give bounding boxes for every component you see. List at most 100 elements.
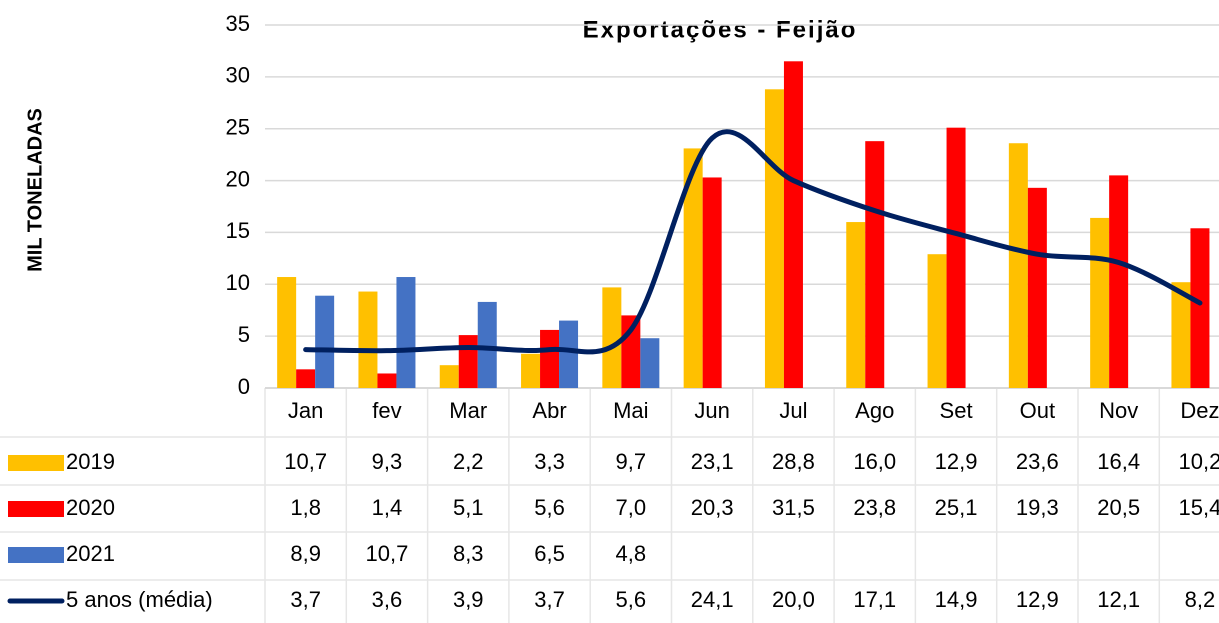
table-value: 23,6 — [1016, 449, 1059, 474]
table-value: 15,4 — [1179, 495, 1219, 520]
bar — [1190, 228, 1210, 388]
y-tick-label: 30 — [226, 63, 250, 88]
bar — [296, 369, 316, 388]
bar — [640, 338, 660, 388]
bar — [946, 127, 966, 389]
bar — [1027, 187, 1047, 388]
table-value: 3,6 — [372, 587, 403, 612]
legend-label: 2019 — [66, 449, 115, 474]
table-value: 9,7 — [616, 449, 647, 474]
table-value: 5,6 — [616, 587, 647, 612]
table-value: 23,8 — [853, 495, 896, 520]
bar — [764, 89, 784, 388]
table-value: 28,8 — [772, 449, 815, 474]
bar — [1171, 282, 1191, 388]
bar — [521, 353, 541, 388]
table-value: 25,1 — [935, 495, 978, 520]
x-tick-label: Ago — [855, 398, 894, 423]
table-value: 12,9 — [1016, 587, 1059, 612]
table-value: 23,1 — [691, 449, 734, 474]
x-tick-label: Jan — [288, 398, 323, 423]
table-value: 12,1 — [1097, 587, 1140, 612]
table-value: 1,8 — [290, 495, 321, 520]
table-value: 3,7 — [534, 587, 565, 612]
y-tick-label: 0 — [238, 374, 250, 399]
y-tick-label: 25 — [226, 115, 250, 140]
table-value: 2,2 — [453, 449, 484, 474]
table-value: 16,0 — [853, 449, 896, 474]
table-value: 19,3 — [1016, 495, 1059, 520]
bar — [377, 373, 397, 388]
legend-swatch — [8, 455, 64, 471]
bar — [1090, 217, 1110, 388]
table-value: 10,7 — [284, 449, 327, 474]
table-value: 6,5 — [534, 541, 565, 566]
table-value: 9,3 — [372, 449, 403, 474]
bar — [315, 295, 335, 388]
bar — [865, 141, 885, 388]
bar — [477, 301, 497, 388]
bar — [1008, 143, 1028, 388]
table-value: 16,4 — [1097, 449, 1140, 474]
table-value: 20,3 — [691, 495, 734, 520]
bar — [702, 177, 722, 388]
x-tick-label: fev — [372, 398, 401, 423]
legend-swatch — [8, 547, 64, 563]
bar — [1109, 175, 1129, 388]
bar — [927, 254, 947, 388]
x-tick-label: Set — [940, 398, 973, 423]
x-tick-label: Jun — [694, 398, 729, 423]
x-tick-label: Out — [1020, 398, 1055, 423]
bar — [439, 365, 459, 388]
legend-label: 2021 — [66, 541, 115, 566]
bar — [540, 329, 560, 388]
table-value: 20,0 — [772, 587, 815, 612]
table-value: 3,3 — [534, 449, 565, 474]
table-value: 8,2 — [1185, 587, 1216, 612]
bar — [783, 61, 803, 389]
legend-swatch — [8, 501, 64, 517]
bar — [396, 277, 416, 388]
bar — [846, 222, 866, 388]
legend-label: 5 anos (média) — [66, 587, 213, 612]
bar — [277, 277, 297, 388]
table-value: 10,2 — [1179, 449, 1219, 474]
table-value: 17,1 — [853, 587, 896, 612]
table-value: 5,1 — [453, 495, 484, 520]
table-value: 3,9 — [453, 587, 484, 612]
y-axis-label: MIL TONELADAS — [24, 108, 46, 272]
chart-title: Exportações - Feijão — [583, 16, 858, 43]
bar — [458, 335, 478, 388]
legend-label: 2020 — [66, 495, 115, 520]
bar — [683, 148, 703, 388]
x-tick-label: Jul — [779, 398, 807, 423]
y-tick-label: 20 — [226, 166, 250, 191]
table-value: 31,5 — [772, 495, 815, 520]
table-value: 14,9 — [935, 587, 978, 612]
table-value: 24,1 — [691, 587, 734, 612]
table-value: 8,9 — [290, 541, 321, 566]
table-value: 3,7 — [290, 587, 321, 612]
x-tick-label: Mar — [449, 398, 487, 423]
table-value: 8,3 — [453, 541, 484, 566]
y-tick-label: 10 — [226, 270, 250, 295]
y-tick-label: 35 — [226, 11, 250, 36]
bar — [559, 320, 579, 388]
table-value: 4,8 — [616, 541, 647, 566]
x-tick-label: Nov — [1099, 398, 1138, 423]
table-value: 20,5 — [1097, 495, 1140, 520]
y-tick-label: 15 — [226, 218, 250, 243]
table-value: 10,7 — [366, 541, 409, 566]
y-tick-label: 5 — [238, 322, 250, 347]
table-value: 7,0 — [616, 495, 647, 520]
x-tick-label: Abr — [532, 398, 566, 423]
x-tick-label: Mai — [613, 398, 648, 423]
table-value: 1,4 — [372, 495, 403, 520]
table-value: 5,6 — [534, 495, 565, 520]
bar — [358, 291, 378, 388]
x-tick-label: Dez — [1180, 398, 1219, 423]
line — [303, 129, 1203, 355]
table-value: 12,9 — [935, 449, 978, 474]
bar — [602, 287, 622, 388]
